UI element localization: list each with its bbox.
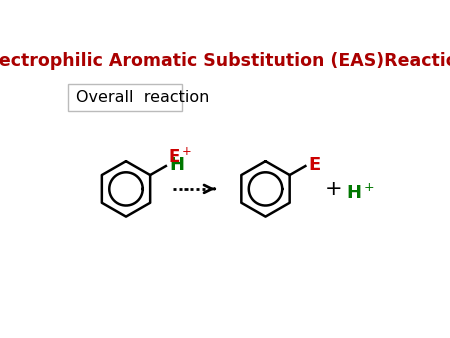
Text: Overall  reaction: Overall reaction [76,90,210,105]
FancyBboxPatch shape [68,83,182,111]
Text: E$^+$: E$^+$ [168,147,192,167]
Text: Electrophilic Aromatic Substitution (EAS)Reactions: Electrophilic Aromatic Substitution (EAS… [0,52,450,70]
Text: H$^+$: H$^+$ [346,183,375,202]
Text: H: H [169,156,184,174]
Text: +: + [325,179,342,199]
Text: E: E [309,156,321,174]
